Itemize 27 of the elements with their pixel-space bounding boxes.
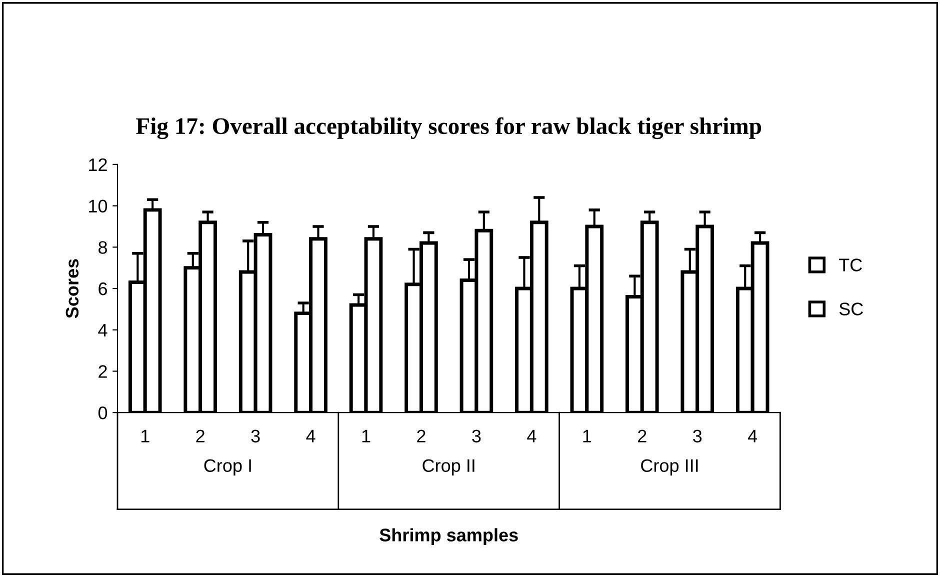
chart-title: Fig 17: Overall acceptability scores for raw black tiger shrimp (136, 117, 762, 140)
x-tick-label: 3 (693, 430, 702, 442)
x-tick-label: 4 (527, 430, 536, 442)
x-tick-label: 4 (306, 430, 316, 442)
legend-label: TC (839, 258, 862, 272)
x-tick-label: 3 (251, 430, 260, 442)
text: Crop I (204, 459, 251, 476)
x-tick-label: 3 (472, 430, 481, 442)
y-tick-label: 0 (98, 406, 108, 420)
y-tick-label: 4 (98, 324, 108, 336)
x-tick-label: 2 (417, 430, 426, 442)
y-tick-label: 12 (89, 158, 107, 171)
x-tick-label: 2 (638, 430, 646, 442)
x-tick-label: 1 (141, 430, 150, 442)
x-tick-label: 4 (748, 430, 758, 442)
text: Crop III (641, 459, 698, 476)
legend-label: SC (839, 302, 863, 316)
x-tick-label: 1 (362, 430, 370, 442)
y-tick-label: 6 (98, 282, 107, 296)
y-tick-label: 8 (98, 241, 107, 254)
y-tick-label: 2 (98, 365, 107, 378)
y-tick-label: 10 (89, 200, 108, 213)
text: Crop II (422, 459, 474, 476)
x-tick-label: 1 (583, 430, 592, 442)
x-tick-label: 2 (196, 430, 204, 442)
y-axis-title: Scores (66, 259, 79, 318)
x-axis-title: Shrimp samples (380, 528, 518, 546)
